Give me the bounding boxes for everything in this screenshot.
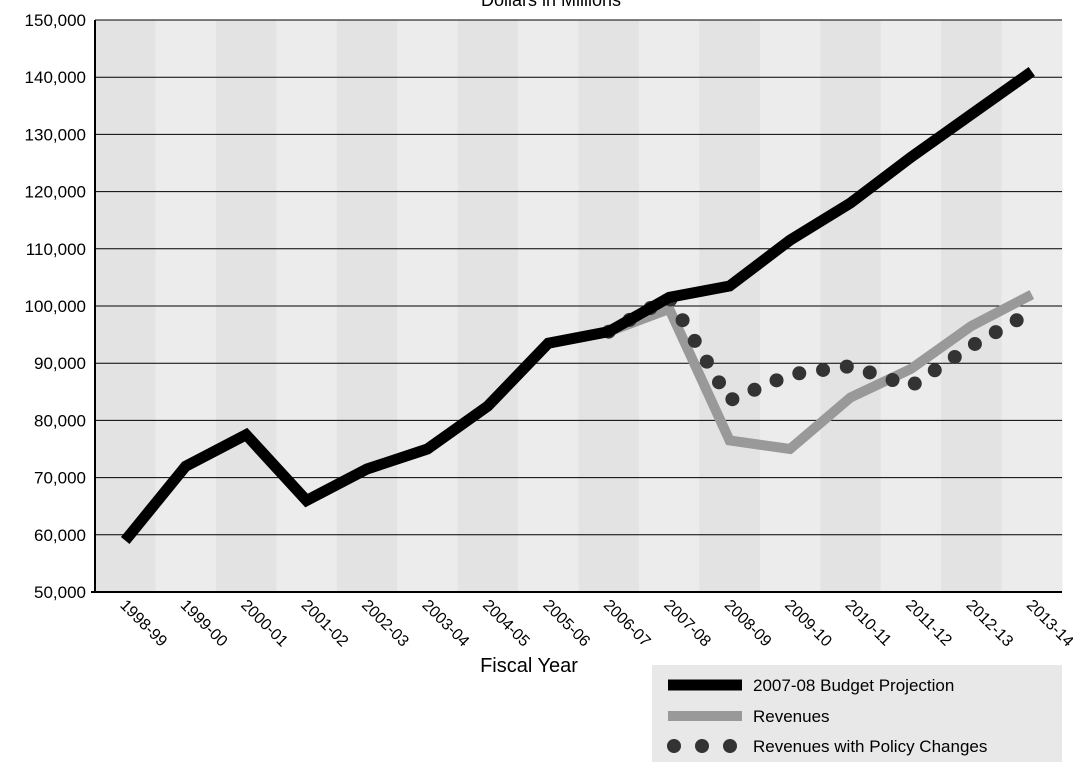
x-tick-label: 2000-01 (237, 597, 291, 651)
chart-subtitle: Dollars in Millions (481, 0, 621, 10)
y-tick-label: 150,000 (25, 11, 86, 30)
x-tick-label: 2006-07 (600, 597, 654, 651)
x-tick-label: 2009-10 (781, 597, 835, 651)
x-tick-label: 2008-09 (721, 597, 775, 651)
legend-label: Revenues (753, 707, 830, 726)
y-tick-label: 60,000 (34, 526, 86, 545)
series-line-1 (606, 290, 1035, 455)
x-tick-label: 2013-14 (1023, 597, 1073, 651)
x-tick-label: 2010-11 (842, 597, 895, 650)
y-tick-label: 70,000 (34, 469, 86, 488)
x-tick-label: 2001-02 (298, 597, 352, 651)
gridlines (95, 19, 1062, 536)
series-line-2 (601, 287, 1039, 410)
axes (91, 20, 1062, 593)
y-tick-label: 140,000 (25, 68, 86, 87)
series-lines (120, 67, 1039, 544)
y-tick-label: 90,000 (34, 354, 86, 373)
x-tick-label: 2003-04 (419, 597, 473, 651)
y-tick-label: 80,000 (34, 411, 86, 430)
y-tick-label: 110,000 (26, 240, 86, 259)
x-tick-label: 1999-00 (177, 597, 231, 651)
y-tick-label: 100,000 (25, 297, 86, 316)
legend: 2007-08 Budget Projection Revenues Revenue… (652, 665, 1062, 762)
y-axis-tick-labels: 50,000 60,000 70,000 80,000 90,000 100,000 110… (25, 11, 86, 602)
x-tick-label: 2002-03 (358, 597, 412, 651)
x-axis-tick-labels: 1998-99 1999-00 2000-01 2001-02 2002-03 2003-… (116, 597, 1073, 651)
y-tick-label: 130,000 (25, 125, 86, 144)
legend-label: Revenues with Policy Changes (753, 737, 987, 756)
x-tick-label: 2004-05 (479, 597, 533, 651)
series-line-0 (120, 67, 1035, 544)
y-tick-label: 120,000 (25, 183, 86, 202)
x-tick-label: 2007-08 (660, 597, 714, 651)
x-axis-label: Fiscal Year (480, 655, 578, 677)
legend-label: 2007-08 Budget Projection (753, 676, 954, 695)
x-tick-label: 2005-06 (539, 597, 593, 651)
x-tick-label: 1998-99 (116, 597, 170, 651)
y-tick-label: 50,000 (34, 583, 86, 602)
x-tick-label: 2012-13 (963, 597, 1017, 651)
x-tick-label: 2011-12 (902, 597, 955, 650)
